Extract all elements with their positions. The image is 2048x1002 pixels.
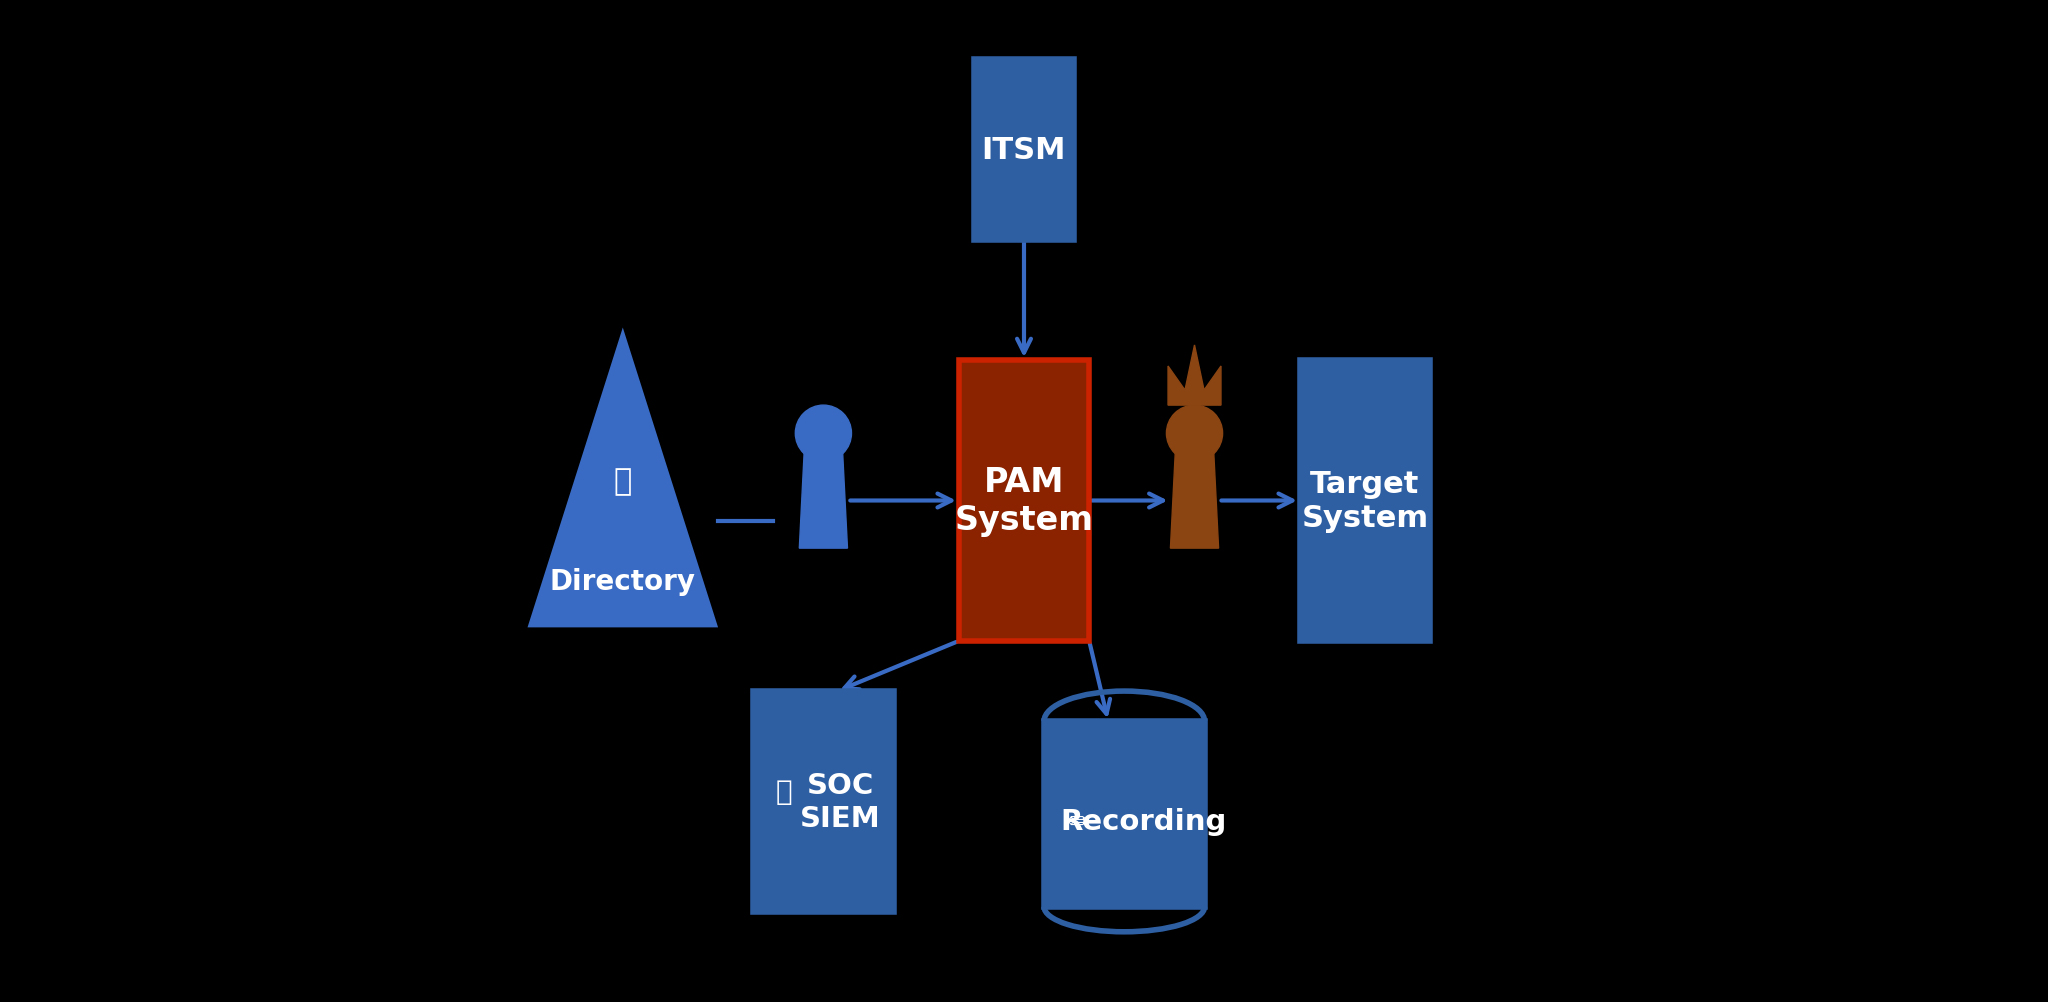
Circle shape [795,406,852,462]
Text: SOC
SIEM: SOC SIEM [801,772,881,832]
Polygon shape [1171,453,1219,549]
Text: Recording: Recording [1061,808,1227,836]
Text: 🔍: 🔍 [776,778,793,806]
FancyBboxPatch shape [1300,361,1430,641]
Text: 👥: 👥 [614,467,633,495]
Text: Directory: Directory [549,567,696,595]
Circle shape [1167,406,1223,462]
Polygon shape [1167,346,1221,406]
FancyBboxPatch shape [1044,721,1204,907]
Text: ITSM: ITSM [981,136,1067,164]
Text: PAM
System: PAM System [954,466,1094,536]
Text: Target
System: Target System [1300,470,1430,532]
Polygon shape [799,453,848,549]
FancyBboxPatch shape [975,60,1073,240]
FancyBboxPatch shape [754,691,893,912]
FancyBboxPatch shape [958,361,1090,641]
Polygon shape [528,329,719,627]
Text: ✏: ✏ [1067,808,1092,836]
